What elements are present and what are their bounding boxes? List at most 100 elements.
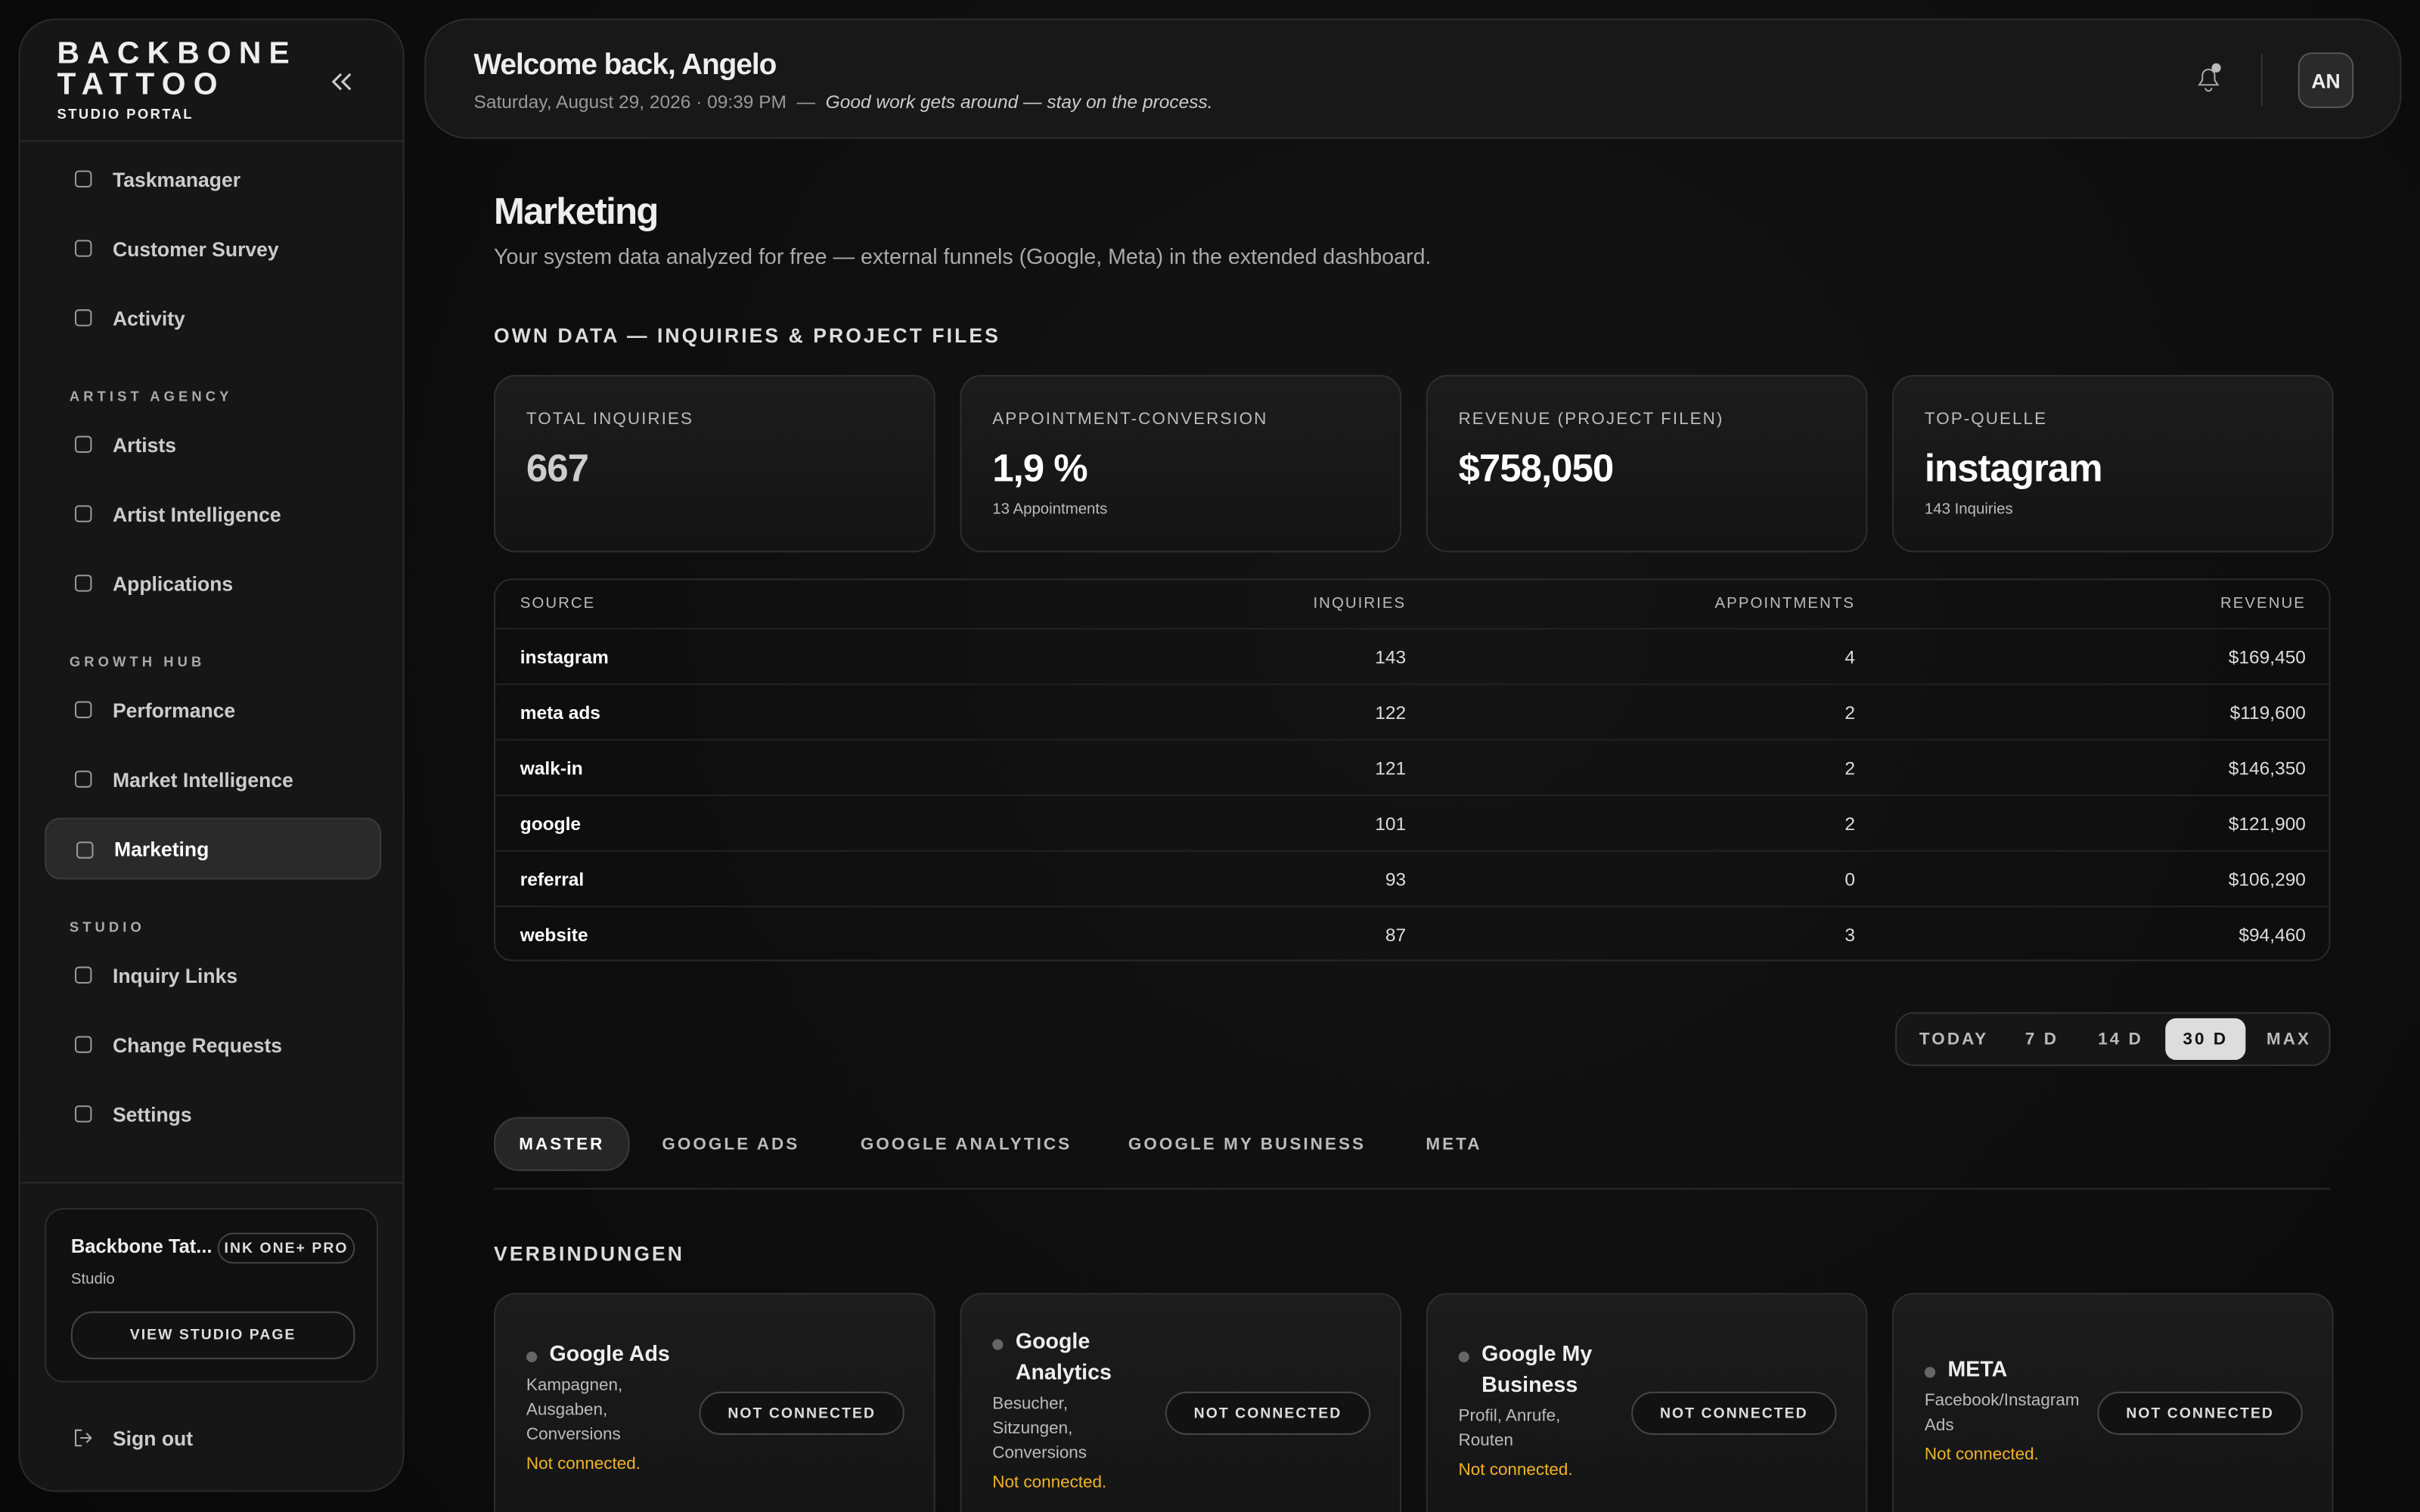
nav-item[interactable]: Change Requests	[45, 1014, 381, 1076]
nav-item[interactable]: Customer Survey	[45, 218, 381, 280]
avatar[interactable]: AN	[2297, 52, 2354, 108]
icon	[74, 575, 92, 592]
table-row: referral 93 0 $106,290	[495, 850, 2329, 907]
nav-heading: ARTIST AGENCY	[69, 389, 233, 404]
cell-value: $146,350	[2228, 758, 2306, 779]
cell-value: 4	[1844, 646, 1856, 668]
kpi-card: REVENUE (PROJECT FILEN) $758,050	[1426, 374, 1868, 553]
kpi-note: 143 Inquiries	[1924, 501, 2013, 519]
studio-role: Studio	[70, 1271, 115, 1289]
nav-label: Marketing	[114, 837, 209, 860]
table-header: SOURCE INQUIRIES APPOINTMENTS REVENUE	[495, 580, 2328, 627]
cell-value: 122	[1375, 702, 1407, 724]
studio-name: Backbone Tat...	[70, 1235, 213, 1258]
channel-tab[interactable]: GOOGLE ANALYTICS	[860, 1135, 1072, 1154]
kpi-note: 13 Appointments	[992, 501, 1108, 519]
nav-label: Change Requests	[112, 1033, 283, 1056]
connection-note: Not connected.	[992, 1473, 1107, 1492]
nav-item[interactable]: Marketing	[45, 817, 382, 880]
table-row: meta ads 122 2 $119,600	[495, 683, 2329, 741]
nav-item[interactable]: Artist Intelligence	[45, 483, 381, 545]
range-tab[interactable]: MAX	[2266, 1030, 2312, 1049]
connect-status[interactable]: NOT CONNECTED	[1165, 1391, 1371, 1435]
connection-card: Google Analytics Besucher, Sitzungen, Con…	[960, 1293, 1402, 1512]
icon	[74, 1105, 92, 1123]
kpi-card: TOP-QUELLE instagram 143 Inquiries	[1892, 374, 2334, 553]
cell-value: 121	[1375, 758, 1407, 779]
icon	[74, 770, 92, 788]
icon	[74, 1429, 92, 1447]
nav-item[interactable]: Settings	[45, 1083, 381, 1145]
connection-description: Kampagnen, Ausgaben, Conversions	[526, 1376, 623, 1445]
subline: Saturday, August 29, 2026 · 09:39 PM — G…	[474, 91, 1213, 113]
nav-item[interactable]: Artists	[45, 414, 381, 476]
channel-tab[interactable]: GOOGLE MY BUSINESS	[1128, 1135, 1367, 1154]
icon	[74, 505, 92, 522]
source-name: meta ads	[520, 702, 600, 724]
connect-status[interactable]: NOT CONNECTED	[1631, 1391, 1837, 1435]
nav-label: Artists	[112, 432, 177, 457]
cell-value: $121,900	[2228, 813, 2306, 835]
kpi-label: APPOINTMENT-CONVERSION	[992, 410, 1268, 429]
section-heading: OWN DATA — INQUIRIES & PROJECT FILES	[494, 324, 1001, 348]
icon	[74, 701, 92, 718]
source-name: instagram	[520, 646, 609, 668]
cell-value: $169,450	[2228, 646, 2306, 668]
channel-tabs: MASTER GOOGLE ADS GOOGLE ANALYTICS GOOGLE M…	[494, 1117, 2331, 1171]
table-row: google 101 2 $121,900	[495, 795, 2329, 852]
cell-value: $106,290	[2228, 868, 2306, 891]
cell-value: 87	[1385, 924, 1407, 947]
nav-item[interactable]: Taskmanager	[45, 148, 381, 210]
nav-item[interactable]: Performance	[45, 679, 381, 741]
status-dot	[1458, 1351, 1469, 1363]
connect-status[interactable]: NOT CONNECTED	[2097, 1391, 2303, 1435]
page-title: Marketing	[494, 191, 659, 234]
connection-card: Google Ads Kampagnen, Ausgaben, Conversio…	[494, 1293, 935, 1512]
connection-name: Google My Business	[1481, 1340, 1593, 1396]
range-tab[interactable]: 30 D	[2165, 1018, 2246, 1061]
plan-badge: INK ONE+ PRO	[217, 1232, 355, 1264]
channel-tab[interactable]: META	[1426, 1135, 1482, 1154]
nav-item[interactable]: Inquiry Links	[45, 944, 381, 1006]
datetime: Saturday, August 29, 2026 · 09:39 PM	[473, 91, 786, 113]
status-dot	[526, 1351, 538, 1363]
sign-out[interactable]: Sign out	[45, 1407, 381, 1469]
cell-value: $94,460	[2238, 924, 2306, 947]
notifications[interactable]	[2195, 63, 2223, 94]
channel-tab[interactable]: MASTER	[494, 1117, 630, 1171]
range-tab[interactable]: 14 D	[2098, 1030, 2143, 1049]
range-tabs: TODAY 7 D 14 D 30 D MAX	[1895, 1012, 2331, 1067]
icon	[74, 1036, 92, 1053]
range-tab[interactable]: 7 D	[2024, 1030, 2059, 1049]
collapse-button[interactable]	[329, 70, 354, 94]
sign-out-label: Sign out	[112, 1426, 194, 1450]
nav-item[interactable]: Activity	[45, 287, 381, 349]
icon	[74, 966, 92, 984]
view-studio-button[interactable]: VIEW STUDIO PAGE	[70, 1311, 355, 1359]
cell-value: 2	[1844, 702, 1856, 724]
channel-tab[interactable]: GOOGLE ADS	[662, 1135, 800, 1154]
header: Welcome back, Angelo Saturday, August 29…	[424, 18, 2402, 139]
nav-item[interactable]: Applications	[45, 553, 381, 615]
nav-label: Inquiry Links	[112, 963, 238, 987]
cell-value: 3	[1844, 924, 1856, 947]
connect-status[interactable]: NOT CONNECTED	[699, 1391, 904, 1435]
nav-item[interactable]: Market Intelligence	[45, 748, 381, 810]
nav-label: Applications	[112, 572, 234, 595]
range-tab[interactable]: TODAY	[1919, 1030, 1989, 1049]
kpi-value: 667	[526, 447, 589, 491]
connection-card: META Facebook/Instagram Ads Not connected.…	[1892, 1293, 2334, 1512]
nav-label: Performance	[112, 698, 236, 722]
nav-label: Activity	[112, 306, 185, 330]
kpi-card: APPOINTMENT-CONVERSION 1,9 % 13 Appointmen…	[960, 374, 1402, 553]
status-dot	[992, 1339, 1004, 1350]
column-header: SOURCE	[520, 595, 596, 613]
icon	[74, 435, 92, 453]
nav-label: Settings	[112, 1102, 192, 1126]
nav-heading: GROWTH HUB	[69, 654, 206, 670]
kpi-label: TOP-QUELLE	[1924, 410, 2048, 429]
cell-value: 143	[1375, 646, 1407, 668]
connection-name: Google Ads	[549, 1340, 670, 1366]
connection-description: Besucher, Sitzungen, Conversions	[992, 1394, 1087, 1463]
